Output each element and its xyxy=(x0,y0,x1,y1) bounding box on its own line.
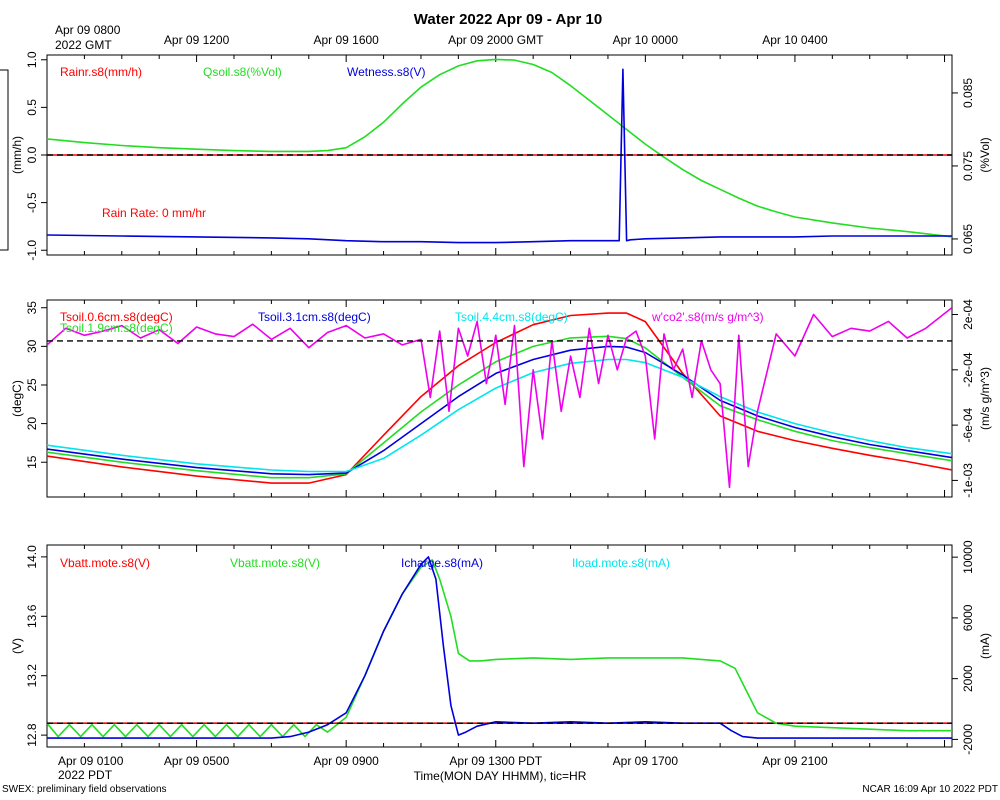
y-right-tick-label: 0.075 xyxy=(961,151,975,181)
figure-title: Water 2022 Apr 09 - Apr 10 xyxy=(414,11,602,28)
y-left-axis-label: (V) xyxy=(10,638,24,654)
y-left-tick-label: 13.2 xyxy=(25,664,39,688)
water-panel: -1.0 -0.5 0.0 0.5 1.0 0.065 0.075 0.085 (mm/h) (%… xyxy=(10,51,992,260)
footer-right: NCAR 16:09 Apr 10 2022 PDT xyxy=(862,784,998,795)
series-line-green xyxy=(47,335,952,479)
y-left-axis-label: (mm/h) xyxy=(10,136,24,174)
y-left-axis-label: (degC) xyxy=(10,380,24,417)
y-left-tick-label: 12.8 xyxy=(25,723,39,747)
x-axis-label: Time(MON DAY HHMM), tic=HR xyxy=(414,769,587,783)
series-group xyxy=(47,58,952,244)
bottom-time-label: Apr 09 0500 xyxy=(164,754,230,768)
series-line-blue xyxy=(47,68,952,244)
footer-left: SWEX: preliminary field observations xyxy=(2,784,167,795)
legend-entry: Wetness.s8(V) xyxy=(347,65,425,79)
legend-entry: Tsoil.4.4cm.s8(degC) xyxy=(455,310,568,324)
legend-entry: Vbatt.mote.s8(V) xyxy=(60,556,150,570)
y-right-axis-label: (m/s g/m^3) xyxy=(978,367,992,430)
bottom-time-label: 2022 PDT xyxy=(58,768,113,782)
mote-power-panel: 12.8 13.2 13.6 14.0 -2000 2000 6000 10000 (V) (mA… xyxy=(10,540,992,755)
plot-frame xyxy=(46,299,953,498)
top-time-label: Apr 10 0400 xyxy=(762,33,828,47)
y-right-tick-label: 2e-04 xyxy=(961,299,975,330)
soil-temperature-panel: 15 20 25 30 35 2e-04 -2e-04 -6e-04 -1e-03 (degC) (… xyxy=(10,299,992,498)
y-left-tick-label: 20 xyxy=(25,417,39,431)
y-left-tick-label: 25 xyxy=(25,378,39,392)
series-line-cyan xyxy=(47,358,952,473)
series-line-blue xyxy=(47,345,952,476)
y-left-tick-label: 14.0 xyxy=(25,545,39,569)
y-left-tick-label: -1.0 xyxy=(25,240,39,261)
legend-entry: Icharge.s8(mA) xyxy=(401,556,483,570)
legend-entry: Rainr.s8(mm/h) xyxy=(60,65,142,79)
legend-entry: w'co2'.s8(m/s g/m^3) xyxy=(651,310,764,324)
legend-entry: Iload.mote.s8(mA) xyxy=(572,556,670,570)
plot-frame xyxy=(46,544,953,748)
y-left-tick-label: 1.0 xyxy=(25,51,39,68)
y-right-tick-label: -2e-04 xyxy=(961,352,975,387)
y-left-tick-label: 35 xyxy=(25,301,39,315)
series-line-green xyxy=(47,58,952,238)
left-edge-box xyxy=(0,69,9,251)
y-right-tick-label: 10000 xyxy=(961,540,975,574)
y-right-tick-label: -1e-03 xyxy=(961,463,975,498)
y-right-tick-label: 6000 xyxy=(961,604,975,631)
series-line-red xyxy=(47,312,952,484)
y-right-tick-label: -2000 xyxy=(961,724,975,755)
y-right-axis-label: (%Vol) xyxy=(978,137,992,172)
rain-rate-annotation: Rain Rate: 0 mm/hr xyxy=(102,206,206,220)
y-left-tick-label: 30 xyxy=(25,339,39,353)
top-time-label: Apr 09 1200 xyxy=(164,33,230,47)
bottom-time-label: Apr 09 1300 PDT xyxy=(449,754,542,768)
y-right-tick-label: 0.065 xyxy=(961,224,975,254)
bottom-time-label: Apr 09 0100 xyxy=(58,754,124,768)
y-right-axis-label: (mA) xyxy=(978,633,992,659)
y-left-tick-label: 15 xyxy=(25,455,39,469)
bottom-time-label: Apr 09 1700 xyxy=(613,754,679,768)
bottom-time-label: Apr 09 2100 xyxy=(762,754,828,768)
y-left-tick-label: -0.5 xyxy=(25,192,39,213)
series-group xyxy=(47,556,952,739)
series-line-blue xyxy=(47,556,952,739)
legend-entry: Tsoil.1.9cm.s8(degC) xyxy=(60,321,173,335)
y-left-tick-label: 0.0 xyxy=(25,146,39,163)
y-right-tick-label: 2000 xyxy=(961,665,975,692)
legend-entry: Qsoil.s8(%Vol) xyxy=(203,65,282,79)
top-time-label: 2022 GMT xyxy=(55,38,112,52)
series-group xyxy=(47,306,952,489)
top-time-label: Apr 09 2000 GMT xyxy=(448,33,544,47)
top-time-label: Apr 09 1600 xyxy=(313,33,379,47)
y-left-tick-label: 0.5 xyxy=(25,99,39,116)
legend-entry: Tsoil.0.6cm.s8(degC) xyxy=(60,310,173,324)
y-right-tick-label: 0.085 xyxy=(961,78,975,108)
top-time-label: Apr 10 0000 xyxy=(613,33,679,47)
y-left-tick-label: 13.6 xyxy=(25,604,39,628)
legend-entry: Vbatt.mote.s8(V) xyxy=(230,556,320,570)
bottom-time-label: Apr 09 0900 xyxy=(313,754,379,768)
top-time-label: Apr 09 0800 xyxy=(55,23,121,37)
legend-entry: Tsoil.3.1cm.s8(degC) xyxy=(258,310,371,324)
series-line-green xyxy=(47,559,952,738)
series-line-magenta xyxy=(47,306,952,489)
y-right-tick-label: -6e-04 xyxy=(961,407,975,442)
